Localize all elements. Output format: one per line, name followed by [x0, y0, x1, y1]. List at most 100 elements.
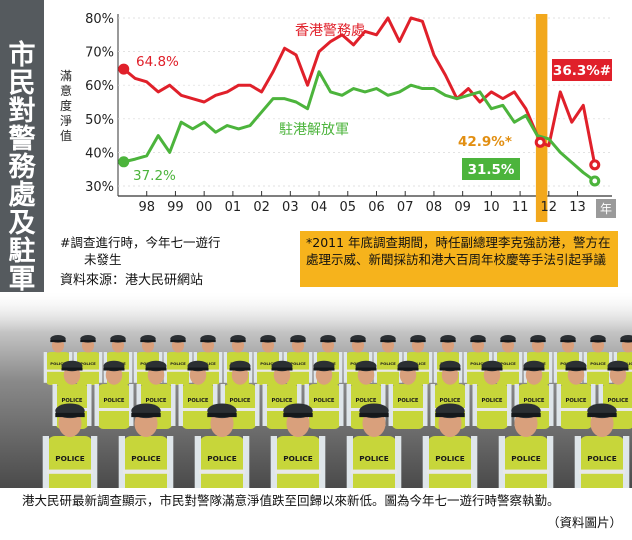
officer-reflective-stripe [255, 369, 281, 372]
y-axis-label: 滿意度淨值 [60, 69, 72, 143]
officer-cap-band [530, 339, 546, 343]
officer-arm-right [319, 436, 326, 488]
officer-cap-band [470, 339, 486, 343]
officer-arm-right [309, 352, 313, 383]
officer-vest-badge: POLICE [607, 398, 628, 404]
officer-arm-left [498, 436, 505, 488]
officer-vest-badge: POLICE [397, 398, 418, 404]
officer-reflective-stripe [559, 408, 593, 411]
officer-arm-right [249, 352, 253, 383]
pla-end-box [462, 158, 520, 180]
officer-reflective-stripe [391, 408, 425, 411]
officer-vest [495, 352, 521, 385]
chart-series [118, 16, 601, 187]
officer-vest-badge: POLICE [207, 454, 236, 463]
officer-vest [426, 436, 474, 488]
x-tick-label: 06 [368, 200, 385, 215]
officer-front: POLICE [42, 403, 98, 488]
officer-vest-badge: POLICE [61, 398, 82, 404]
officer-cap-band [103, 367, 125, 371]
officer-arm-right [339, 352, 343, 383]
caption-source: （資料圖片） [546, 515, 622, 530]
officer-vest-badge: POLICE [271, 398, 292, 404]
officer-vest-badge: POLICE [187, 398, 208, 404]
officer-arm-left [133, 352, 137, 383]
officer-arm-left [388, 384, 393, 426]
officer-reflective-stripe [405, 369, 431, 372]
officer-arm-right [339, 384, 344, 426]
officer-vest-badge: POLICE [439, 398, 460, 404]
officer-back: POLICE [493, 334, 523, 385]
officer-vest [198, 436, 246, 488]
x-tick-label: 00 [196, 200, 213, 215]
officer-arm-left [223, 352, 227, 383]
officer-arm-right [219, 352, 223, 383]
x-tick-label: 98 [138, 200, 155, 215]
x-tick-label: 08 [426, 200, 443, 215]
label-police-start: 64.8% [136, 54, 179, 70]
officer-vest-badge: POLICE [260, 361, 276, 366]
police-photo: POLICE POLICE POLICE POLICE POLICE POLICE POLI… [0, 292, 632, 488]
x-tick-label: 12 [541, 200, 558, 215]
officer-arm-right [471, 436, 478, 488]
officer-vest [46, 436, 94, 488]
officer-arm-left [270, 436, 277, 488]
officer-vest [181, 384, 215, 429]
officer-cap-band [607, 367, 629, 371]
x-unit-box [596, 199, 616, 218]
officer-vest [350, 436, 398, 488]
officer-cap-band [140, 339, 156, 343]
officer-vest-badge: POLICE [229, 398, 250, 404]
officer-reflective-stripe [181, 408, 215, 411]
officer-reflective-stripe [585, 369, 611, 372]
officer-cap-band [80, 339, 96, 343]
data-source: 資料來源：港大民研網站 [60, 273, 204, 288]
officer-vest [165, 352, 191, 385]
officer-cap-band [355, 367, 377, 371]
y-tick-label: 50% [85, 113, 114, 128]
series-line-pla [123, 70, 596, 183]
officer-reflective-stripe [475, 408, 509, 411]
x-tick-label: 07 [397, 200, 414, 215]
label-pla-start: 37.2% [133, 168, 176, 184]
officer-cap-band [187, 367, 209, 371]
officer-arm-right [171, 384, 176, 426]
officer-front: POLICE [574, 403, 630, 488]
officer-vest-badge: POLICE [50, 361, 66, 366]
officer-cap-band [440, 339, 456, 343]
officer-reflective-stripe [375, 369, 401, 372]
officer-arm-right [129, 352, 133, 383]
officer-arm-left [253, 352, 257, 383]
x-tick-label: 04 [311, 200, 328, 215]
officer-vest-badge: POLICE [380, 361, 396, 366]
officer-cap-band [350, 339, 366, 343]
officer-front: POLICE [118, 403, 174, 488]
officer-arm-left [430, 384, 435, 426]
officer-vest-badge: POLICE [103, 398, 124, 404]
officer-cap-band [290, 339, 306, 343]
officer-vest [375, 352, 401, 385]
officer-arm-left [556, 384, 561, 426]
officer-arm-right [429, 352, 433, 383]
officer-cap-band [313, 367, 335, 371]
officer-vest-badge: POLICE [359, 454, 388, 463]
officer-cap-band [380, 339, 396, 343]
officer-arm-right [167, 436, 174, 488]
officer-reflective-stripe [502, 469, 550, 474]
officer-arm-left [178, 384, 183, 426]
officer-arm-left [346, 384, 351, 426]
officer-arm-left [463, 352, 467, 383]
officer-reflective-stripe [601, 408, 632, 411]
officer-vest-badge: POLICE [131, 454, 160, 463]
officer-reflective-stripe [75, 369, 101, 372]
officer-vest [285, 352, 311, 385]
series-line-police [122, 16, 597, 166]
satisfaction-line-chart: 30% 40% 50% 60% 70% 80% 98 99 00 01 02 03 04 05 06 07 0… [60, 12, 616, 222]
officer-arm-left [43, 352, 47, 383]
officer-reflective-stripe [45, 369, 71, 372]
label-police-end: 36.3%# [553, 63, 611, 79]
officer-vest-badge: POLICE [170, 361, 186, 366]
officer-reflective-stripe [198, 469, 246, 474]
officer-cap-band [110, 339, 126, 343]
officer-cap-band [587, 412, 617, 418]
